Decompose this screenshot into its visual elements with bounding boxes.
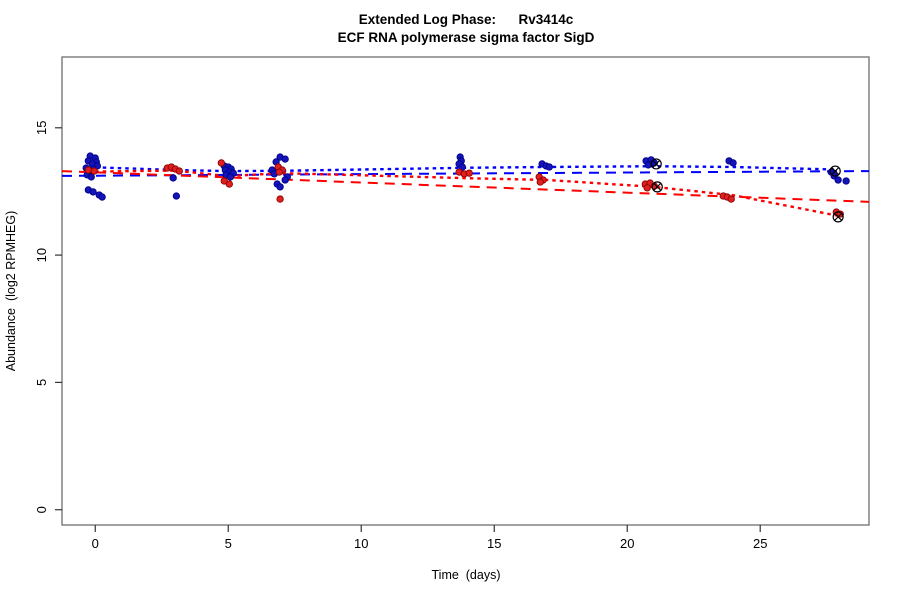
data-point-red-replicates [175,167,183,175]
data-point-red-replicates [536,178,544,186]
data-point-blue-replicates [172,192,181,200]
axis-ticks: 0 5 10 15 20 25 0 5 10 15 [34,121,767,551]
x-tick-label: 10 [354,536,368,551]
data-point-red-replicates [84,166,92,174]
data-point-blue-replicates [89,188,97,196]
x-tick-label: 25 [753,536,767,551]
y-axis-label: Abundance (log2 RPMHEG) [4,211,18,372]
chart-subtitle: ECF RNA polymerase sigma factor SigD [338,30,595,45]
y-tick-label: 15 [34,121,49,135]
data-point-blue-replicates [834,176,842,184]
y-tick-label: 0 [34,506,49,513]
y-tick-label: 5 [34,379,49,386]
outlier-marker-circle [829,165,841,177]
data-point-blue-replicates [281,155,289,163]
data-point-red-replicates [217,159,225,167]
data-point-red-replicates [465,169,473,177]
data-point-red-replicates [225,180,233,188]
outlier-marker-x [834,212,843,221]
outlier-marker-x [831,167,840,175]
data-point-blue-replicates [842,177,850,185]
outlier-marker-circle [651,181,663,193]
data-point-blue-replicates [644,161,652,169]
data-series [61,152,870,223]
x-tick-label: 0 [92,536,99,551]
trend-line-red-dotted-trend [95,169,838,217]
outlier-marker-x [652,160,661,168]
data-point-blue-replicates [545,163,553,171]
data-point-blue-replicates [729,159,737,167]
x-tick-label: 20 [620,536,634,551]
trend-line-blue-dashed-trend [61,170,870,177]
data-point-red-replicates [727,195,735,203]
data-point-blue-replicates [276,183,284,191]
chart-title: Extended Log Phase: Rv3414c [359,12,574,27]
data-point-red-replicates [90,167,98,175]
plot-border-box [61,56,870,526]
trend-line-red-dashed-trend [61,170,870,203]
x-tick-label: 15 [487,536,501,551]
data-point-blue-replicates [226,173,235,181]
x-tick-label: 5 [225,536,232,551]
outlier-marker-x [653,182,662,191]
outlier-marker-circle [832,211,844,223]
data-point-red-replicates [275,168,283,176]
trend-line-blue-dotted-trend [95,165,838,173]
data-point-blue-replicates [281,176,289,184]
x-axis-label: Time (days) [432,568,501,582]
data-point-blue-replicates [169,174,177,182]
y-tick-label: 10 [34,248,49,262]
data-point-blue-replicates [458,163,466,171]
data-point-blue-replicates [87,173,95,181]
data-point-blue-replicates [98,193,106,201]
data-point-red-replicates [643,184,651,192]
outlier-marker-circle [650,158,662,170]
data-point-red-replicates [276,195,284,203]
